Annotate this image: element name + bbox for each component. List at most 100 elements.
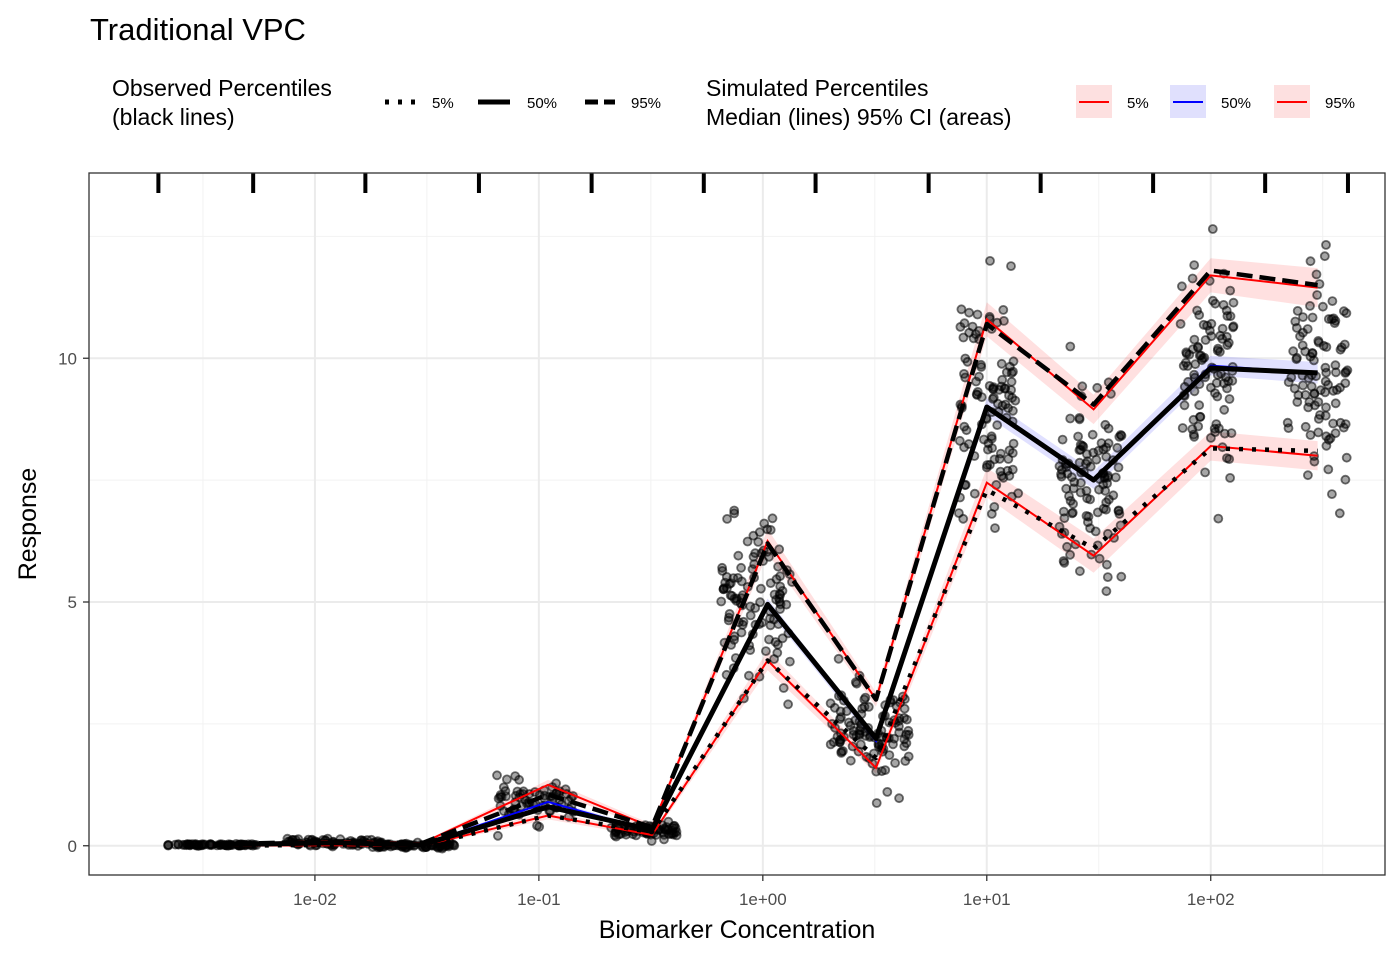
observation-point <box>765 525 776 535</box>
observation-point <box>1062 541 1072 552</box>
observation-point <box>621 829 631 840</box>
observation-point <box>1286 372 1297 383</box>
observation-point <box>959 318 970 329</box>
observation-point <box>1058 506 1069 517</box>
observation-point <box>1336 342 1347 353</box>
observation-point <box>444 840 455 850</box>
x-tick-label: 1e+02 <box>1187 890 1235 909</box>
observation-point <box>1065 341 1076 352</box>
observation-point <box>1298 380 1308 391</box>
observation-point <box>956 304 967 315</box>
observation-point <box>1206 432 1216 443</box>
observation-point <box>1103 438 1114 449</box>
observation-point <box>1207 224 1218 234</box>
observed-95-key-label: 95% <box>631 95 661 112</box>
observation-point <box>1300 421 1311 432</box>
observation-point <box>761 646 771 656</box>
observation-point <box>1208 295 1218 306</box>
observation-point <box>1002 465 1013 476</box>
x-tick-label: 1e+00 <box>739 890 787 909</box>
observation-point <box>1206 382 1216 393</box>
observation-point <box>1334 508 1345 519</box>
observation-point <box>765 613 775 624</box>
observation-point <box>733 550 744 561</box>
observation-point <box>1295 331 1305 342</box>
observation-point <box>1006 376 1017 387</box>
observation-point <box>1090 526 1101 537</box>
observation-point <box>659 823 670 834</box>
observation-point <box>1227 375 1238 386</box>
observation-point <box>193 840 204 851</box>
observation-point <box>1177 423 1188 433</box>
observation-point <box>890 758 900 768</box>
y-axis-title: Response <box>14 468 42 581</box>
observed-50%-line <box>212 365 1318 848</box>
observation-point <box>855 739 866 750</box>
observation-point <box>998 304 1009 315</box>
observation-point <box>1054 461 1065 472</box>
observation-point <box>960 353 971 364</box>
observation-point <box>1222 453 1232 464</box>
observation-point <box>1330 398 1341 409</box>
observation-point <box>1000 399 1011 410</box>
observation-point <box>997 374 1008 385</box>
observation-point <box>1318 301 1328 312</box>
observation-point <box>1175 318 1186 329</box>
observation-point <box>1189 260 1200 271</box>
observation-point <box>1205 325 1215 336</box>
observation-point <box>1098 444 1109 455</box>
observation-point <box>1087 429 1098 440</box>
observation-point <box>1074 412 1085 423</box>
observation-point <box>899 741 910 752</box>
observation-point <box>1082 449 1092 460</box>
observation-point <box>777 633 788 644</box>
observation-point <box>1116 571 1127 582</box>
observation-point <box>859 694 870 705</box>
observation-point <box>492 830 503 841</box>
observation-point <box>745 610 756 621</box>
simulated-legend-title-1: Simulated Percentiles <box>706 75 928 101</box>
observation-point <box>999 315 1009 326</box>
observation-point <box>774 597 785 607</box>
observation-point <box>882 787 893 797</box>
observation-point <box>753 537 764 547</box>
x-tick-label: 1e-01 <box>517 890 560 909</box>
observation-point <box>987 443 997 454</box>
observation-point <box>1094 553 1105 564</box>
observation-point <box>783 699 793 710</box>
observation-point <box>1189 334 1200 345</box>
observation-point <box>1194 400 1205 411</box>
simulated-legend: Simulated Percentiles Median (lines) 95%… <box>706 75 1355 130</box>
chart-title: Traditional VPC <box>90 12 306 47</box>
observation-point <box>1323 464 1334 475</box>
simulated-1-key-label: 50% <box>1221 95 1251 112</box>
observation-point <box>986 433 997 444</box>
observation-point <box>971 376 981 387</box>
observation-point <box>1008 356 1019 367</box>
observation-point <box>1224 394 1235 404</box>
observed-95%-line <box>212 268 1318 847</box>
observation-point <box>1292 305 1303 316</box>
observation-point <box>173 839 184 850</box>
observation-point <box>1081 458 1091 469</box>
observation-point <box>754 527 765 538</box>
observation-point <box>1302 324 1313 334</box>
observation-point <box>1313 337 1324 348</box>
observation-point <box>1313 397 1324 407</box>
observation-point <box>1194 310 1205 320</box>
observation-point <box>845 755 856 766</box>
observation-point <box>1228 321 1239 332</box>
observation-point <box>994 384 1005 395</box>
observation-point <box>1113 462 1124 473</box>
observation-point <box>982 460 993 470</box>
observation-point <box>1321 402 1331 413</box>
observation-point <box>1092 382 1103 393</box>
observation-point <box>775 571 785 582</box>
observation-point <box>1112 442 1123 453</box>
panel-background <box>89 173 1385 875</box>
observation-point <box>742 536 753 547</box>
observation-point <box>163 840 174 851</box>
observation-point <box>1069 477 1080 488</box>
observation-point <box>863 702 874 712</box>
observation-point <box>1291 322 1302 333</box>
